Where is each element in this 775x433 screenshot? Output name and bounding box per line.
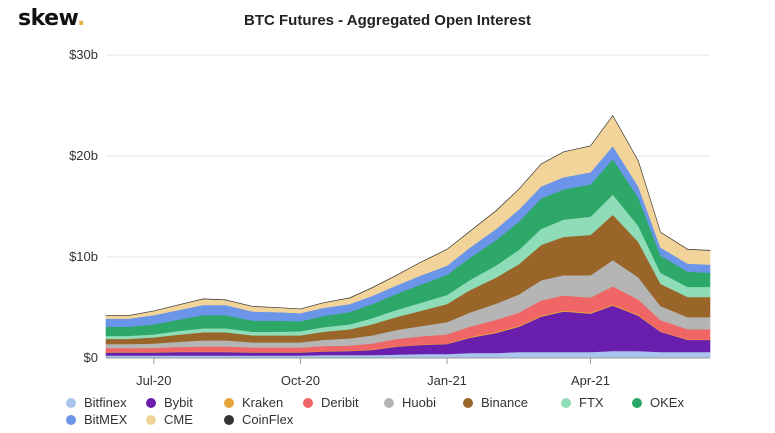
y-tick-label: $20b: [69, 148, 98, 163]
y-tick-label: $10b: [69, 249, 98, 264]
legend-item-cme[interactable]: CME: [146, 412, 193, 427]
area-series-coinflex: [105, 114, 711, 316]
legend-item-binance[interactable]: Binance: [463, 395, 528, 410]
y-tick-label: $30b: [69, 47, 98, 62]
legend-label: CoinFlex: [242, 412, 294, 427]
legend-label: FTX: [579, 395, 604, 410]
legend-item-huobi[interactable]: Huobi: [384, 395, 436, 410]
legend-label: CME: [164, 412, 193, 427]
legend-item-deribit[interactable]: Deribit: [303, 395, 359, 410]
legend-item-ftx[interactable]: FTX: [561, 395, 604, 410]
legend-swatch: [66, 414, 76, 425]
x-tick-label: Jul-20: [136, 373, 171, 388]
legend-item-okex[interactable]: OKEx: [632, 395, 684, 410]
legend-label: Bitfinex: [84, 395, 127, 410]
legend-item-bitfinex[interactable]: Bitfinex: [66, 395, 127, 410]
legend-label: Bybit: [164, 395, 193, 410]
chart-title: BTC Futures - Aggregated Open Interest: [244, 12, 531, 29]
legend-swatch: [66, 397, 76, 408]
legend-swatch: [384, 397, 394, 408]
legend-swatch: [561, 397, 571, 408]
legend-swatch: [632, 397, 642, 408]
skew-logo: skew.: [18, 6, 85, 31]
legend-label: Binance: [481, 395, 528, 410]
y-tick-label: $0: [84, 350, 98, 365]
logo-text: skew: [18, 6, 77, 31]
logo-dot: .: [76, 6, 85, 31]
x-tick-label: Jan-21: [427, 373, 467, 388]
legend-row: BitMEX CME CoinFlex: [66, 412, 706, 429]
legend-label: OKEx: [650, 395, 684, 410]
legend-swatch: [303, 397, 313, 408]
x-tick-label: Oct-20: [281, 373, 320, 388]
chart-legend: Bitfinex Bybit Kraken Deribit Huobi Binance FT…: [66, 395, 706, 429]
legend-row: Bitfinex Bybit Kraken Deribit Huobi Binance FT…: [66, 395, 706, 412]
legend-swatch: [146, 397, 156, 408]
legend-label: BitMEX: [84, 412, 128, 427]
legend-label: Kraken: [242, 395, 284, 410]
x-tick-label: Apr-21: [571, 373, 610, 388]
legend-swatch: [224, 414, 234, 425]
legend-item-coinflex[interactable]: CoinFlex: [224, 412, 293, 427]
legend-item-kraken[interactable]: Kraken: [224, 395, 283, 410]
legend-swatch: [146, 414, 156, 425]
legend-item-bitmex[interactable]: BitMEX: [66, 412, 127, 427]
legend-label: Deribit: [321, 395, 359, 410]
legend-swatch: [463, 397, 473, 408]
legend-label: Huobi: [402, 395, 436, 410]
legend-item-bybit[interactable]: Bybit: [146, 395, 193, 410]
legend-swatch: [224, 397, 234, 408]
